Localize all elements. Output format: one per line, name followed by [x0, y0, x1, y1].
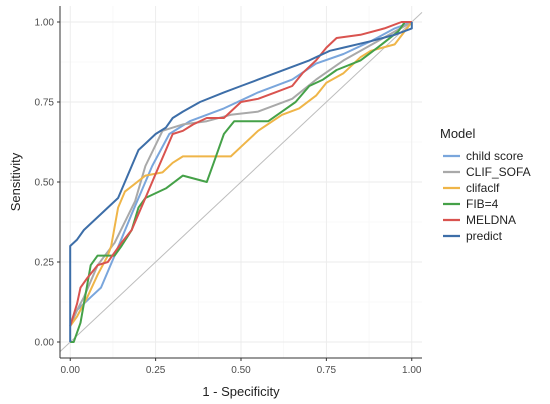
y-tick-label: 0.25	[35, 258, 55, 269]
legend-item-child-score: child score	[443, 149, 524, 163]
x-axis-ticks: 0.00 0.25 0.50 0.75 1.00	[61, 358, 422, 376]
series-line-meldna	[69, 21, 412, 327]
legend-label: CLIF_SOFA	[466, 165, 531, 179]
legend-item-clif-sofa: CLIF_SOFA	[443, 165, 531, 179]
series-line-clif-sofa	[69, 21, 413, 327]
y-tick-label: 0.50	[35, 178, 55, 189]
series-line-child-score	[69, 21, 413, 327]
y-tick-label: 0.00	[35, 338, 55, 349]
x-tick-label: 1.00	[402, 365, 422, 376]
legend-label: clifaclf	[466, 181, 500, 195]
x-axis-title: 1 - Specificity	[202, 384, 280, 399]
legend-item-predict: predict	[443, 229, 503, 243]
y-axis-ticks: 0.00 0.25 0.50 0.75 1.00	[35, 18, 60, 349]
x-tick-label: 0.75	[317, 365, 337, 376]
legend-items: child score CLIF_SOFA clifaclf FIB=4 MELDNA p…	[443, 149, 531, 243]
plot-panel	[59, 6, 423, 358]
legend-item-clifaclf: clifaclf	[443, 181, 500, 195]
x-tick-label: 0.00	[61, 365, 81, 376]
legend-label: predict	[466, 229, 503, 243]
legend-title: Model	[440, 126, 476, 141]
legend-label: MELDNA	[466, 213, 516, 227]
legend: Model child score CLIF_SOFA clifaclf FIB=4 M…	[440, 126, 531, 243]
x-tick-label: 0.50	[231, 365, 251, 376]
y-tick-label: 0.75	[35, 98, 55, 109]
reference-diagonal	[59, 12, 423, 352]
legend-label: child score	[466, 149, 524, 163]
x-tick-label: 0.25	[146, 365, 166, 376]
y-axis-title: Sensitivity	[8, 152, 23, 211]
series-line-clifaclf	[69, 21, 413, 327]
series-lines	[69, 21, 413, 343]
legend-label: FIB=4	[466, 197, 499, 211]
legend-item-meldna: MELDNA	[443, 213, 516, 227]
legend-item-fib-4: FIB=4	[443, 197, 499, 211]
series-line-fib-4	[70, 21, 412, 343]
y-tick-label: 1.00	[35, 18, 55, 29]
series-line-predict	[69, 22, 413, 342]
